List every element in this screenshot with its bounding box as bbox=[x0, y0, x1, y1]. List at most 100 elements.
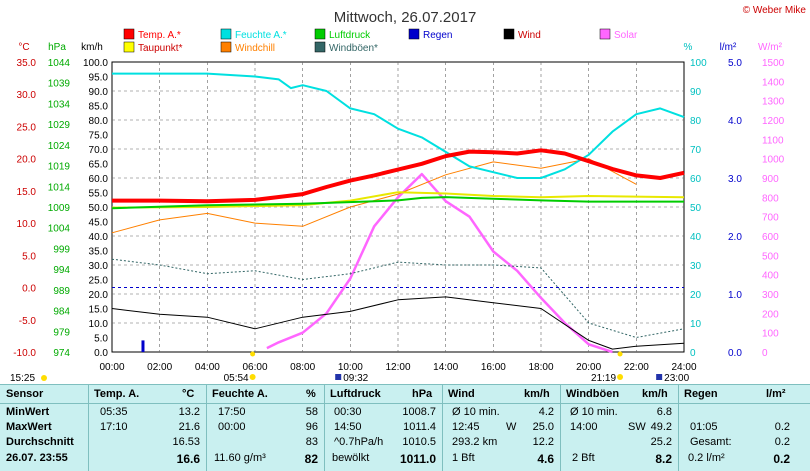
rain-value: 0.2 bbox=[774, 436, 790, 448]
tick-label: 800 bbox=[762, 193, 779, 204]
tick-label: 989 bbox=[53, 286, 70, 297]
series-line-taupunkt bbox=[111, 191, 685, 209]
tick-label: 1100 bbox=[762, 135, 784, 146]
temp-value: 16.53 bbox=[172, 436, 200, 448]
legend-label: Temp. A.* bbox=[138, 30, 181, 41]
copyright: © Weber Mike bbox=[743, 5, 807, 16]
header-sensor: Sensor bbox=[6, 388, 44, 400]
legend-swatch bbox=[123, 28, 135, 40]
sunrise-marker bbox=[250, 351, 256, 357]
rain-time: Gesamt: bbox=[690, 436, 732, 448]
tick-label: 75.0 bbox=[89, 131, 109, 142]
legend-swatch bbox=[503, 28, 515, 40]
hum-time: 00:00 bbox=[218, 421, 246, 433]
x-tick-label: 16:00 bbox=[481, 362, 506, 373]
legend-swatch bbox=[220, 41, 232, 53]
temp-value: 13.2 bbox=[178, 406, 200, 418]
press-value: 1008.7 bbox=[402, 406, 436, 418]
temp-value: 21.6 bbox=[178, 421, 200, 433]
tick-label: 1.0 bbox=[728, 290, 742, 301]
tick-label: 30.0 bbox=[17, 90, 37, 101]
sunset-time: 21:19 bbox=[591, 373, 616, 384]
tick-label: 2.0 bbox=[728, 232, 742, 243]
tick-label: 30 bbox=[690, 261, 702, 272]
tick-label: 50.0 bbox=[89, 203, 109, 214]
header-wind-unit: km/h bbox=[524, 388, 550, 400]
axes: 35.0 30.0 25.0 20.0 15.0 10.0 5.0 0.0 -5.0 -10.0 1… bbox=[13, 58, 784, 373]
gust-value: 25.2 bbox=[650, 436, 672, 448]
header-rain: Regen bbox=[684, 388, 718, 400]
tick-label: 3.0 bbox=[728, 174, 742, 185]
wind-time: Ø 10 min. bbox=[452, 406, 500, 418]
gust-value: 49.2 bbox=[650, 421, 672, 433]
tick-label: 1000 bbox=[762, 155, 785, 166]
legend-label: Wind bbox=[518, 30, 541, 41]
tick-label: 20.0 bbox=[89, 290, 109, 301]
start-time: 15:25 bbox=[10, 373, 35, 384]
tick-label: 30.0 bbox=[89, 261, 109, 272]
axis-unit: hPa bbox=[48, 42, 66, 53]
rain-time: 01:05 bbox=[690, 421, 718, 433]
tick-label: 20 bbox=[690, 290, 702, 301]
wind-dir: W bbox=[506, 421, 517, 433]
header-wind: Wind bbox=[448, 388, 475, 400]
tick-label: 1009 bbox=[48, 203, 71, 214]
press-time: 14:50 bbox=[334, 421, 362, 433]
tick-label: 60.0 bbox=[89, 174, 109, 185]
tick-label: 0.0 bbox=[94, 348, 108, 359]
tick-label: 999 bbox=[53, 244, 70, 255]
tick-label: 1044 bbox=[48, 58, 71, 69]
tick-label: 1004 bbox=[48, 224, 71, 235]
tick-label: 1014 bbox=[48, 182, 71, 193]
x-tick-label: 20:00 bbox=[576, 362, 601, 373]
tick-label: -10.0 bbox=[13, 348, 36, 359]
tick-label: 700 bbox=[762, 213, 779, 224]
row-label: MaxWert bbox=[6, 421, 52, 433]
wind-value: 25.0 bbox=[532, 421, 554, 433]
axis-unit: l/m² bbox=[720, 42, 737, 53]
legend-label: Windböen* bbox=[329, 43, 378, 54]
header-temp: Temp. A. bbox=[94, 388, 140, 400]
moonrise-time: 09:32 bbox=[343, 373, 368, 384]
tick-label: 10 bbox=[690, 319, 702, 330]
tick-label: 45.0 bbox=[89, 218, 109, 229]
legend-swatch bbox=[220, 28, 232, 40]
tick-label: 0 bbox=[762, 348, 768, 359]
press-time: 00:30 bbox=[334, 406, 362, 418]
current-weather: bewölkt bbox=[332, 452, 370, 464]
gust-time: Ø 10 min. bbox=[570, 406, 618, 418]
x-tick-label: 06:00 bbox=[242, 362, 267, 373]
legend-label: Feuchte A.* bbox=[235, 30, 287, 41]
wind-time: 293.2 km bbox=[452, 436, 498, 448]
current-temp: 16.6 bbox=[176, 452, 200, 466]
tick-label: 5.0 bbox=[94, 334, 108, 345]
x-tick-label: 22:00 bbox=[624, 362, 649, 373]
legend-swatch bbox=[314, 41, 326, 53]
hum-time: 17:50 bbox=[218, 406, 246, 418]
hum-value: 83 bbox=[305, 436, 318, 448]
chart-title: Mittwoch, 26.07.2017 bbox=[334, 9, 477, 26]
gust-time: 14:00 bbox=[570, 421, 598, 433]
axis-unit-labels: °C hPa km/h% l/m² W/m² bbox=[18, 42, 782, 53]
series-line-solar bbox=[266, 172, 613, 354]
legend: Temp. A.* Feuchte A.* Luftdruck Regen Wind So… bbox=[123, 28, 638, 54]
tick-label: 85.0 bbox=[89, 102, 109, 113]
legend-label: Luftdruck bbox=[329, 30, 371, 41]
axis-unit: % bbox=[684, 42, 693, 53]
tick-label: 10.0 bbox=[89, 319, 109, 330]
tick-label: 5.0 bbox=[22, 251, 36, 262]
tick-label: 80.0 bbox=[89, 116, 109, 127]
tick-label: 1039 bbox=[48, 79, 71, 90]
moonset-icon bbox=[656, 374, 663, 380]
tick-label: 25.0 bbox=[17, 122, 37, 133]
legend-label: Taupunkt* bbox=[138, 43, 183, 54]
tick-label: 100.0 bbox=[83, 58, 108, 69]
moonset-time: 23:00 bbox=[664, 373, 689, 384]
current-gust: 8.2 bbox=[655, 452, 672, 466]
tick-label: 1024 bbox=[48, 141, 71, 152]
legend-label: Solar bbox=[614, 30, 638, 41]
wind-value: 12.2 bbox=[532, 436, 554, 448]
tick-label: 50 bbox=[690, 203, 702, 214]
tick-label: 0.0 bbox=[22, 284, 36, 295]
x-tick-label: 02:00 bbox=[147, 362, 172, 373]
